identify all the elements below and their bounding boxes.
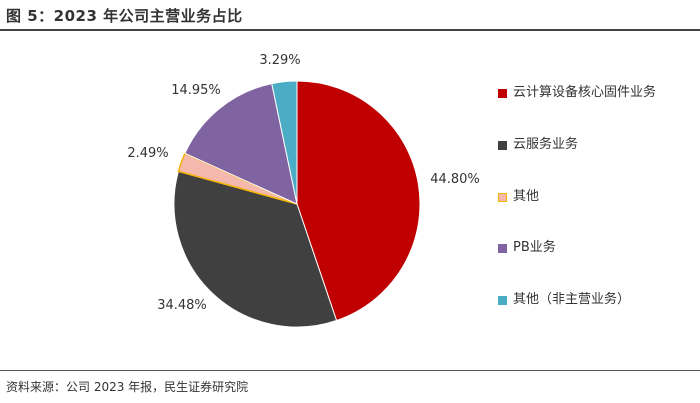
data-label-5: 3.29% [259, 53, 300, 68]
pie-data-labels: 44.80% 34.48% 2.49% 14.95% 3.29% [127, 53, 479, 313]
legend-item-3: 其他 [498, 188, 688, 206]
legend-label: 云服务业务 [513, 137, 579, 152]
legend-label: PB业务 [513, 240, 556, 255]
title-divider [0, 29, 700, 31]
legend-label: 云计算设备核心固件业务 [513, 85, 657, 100]
legend-swatch [498, 296, 507, 305]
pie-slices [173, 80, 421, 328]
legend-item-5: 其他（非主营业务） [498, 291, 688, 309]
pie-slice-5 [271, 80, 298, 205]
legend-item-2: 云服务业务 [498, 136, 688, 154]
data-label-3: 2.49% [127, 146, 168, 161]
legend-item-1: 云计算设备核心固件业务 [498, 84, 688, 102]
data-label-4: 14.95% [171, 83, 221, 98]
data-label-2: 34.48% [157, 298, 207, 313]
legend-swatch [498, 141, 507, 150]
legend-swatch [498, 89, 507, 98]
legend-swatch [498, 244, 507, 253]
legend-item-4: PB业务 [498, 239, 688, 257]
pie-slice-4 [184, 83, 298, 205]
pie-slice-2 [173, 170, 338, 328]
legend-label: 其他 [513, 189, 540, 204]
source-divider [0, 370, 700, 371]
source-note: 资料来源：公司 2023 年报，民生证券研究院 [6, 380, 249, 394]
legend-label: 其他（非主营业务） [513, 292, 631, 307]
pie-chart: 44.80% 34.48% 2.49% 14.95% 3.29% [127, 53, 480, 328]
pie-slice-1 [296, 80, 421, 322]
figure-title: 图 5：2023 年公司主营业务占比 [6, 7, 243, 25]
data-label-1: 44.80% [430, 172, 480, 187]
legend-swatch [498, 193, 507, 202]
